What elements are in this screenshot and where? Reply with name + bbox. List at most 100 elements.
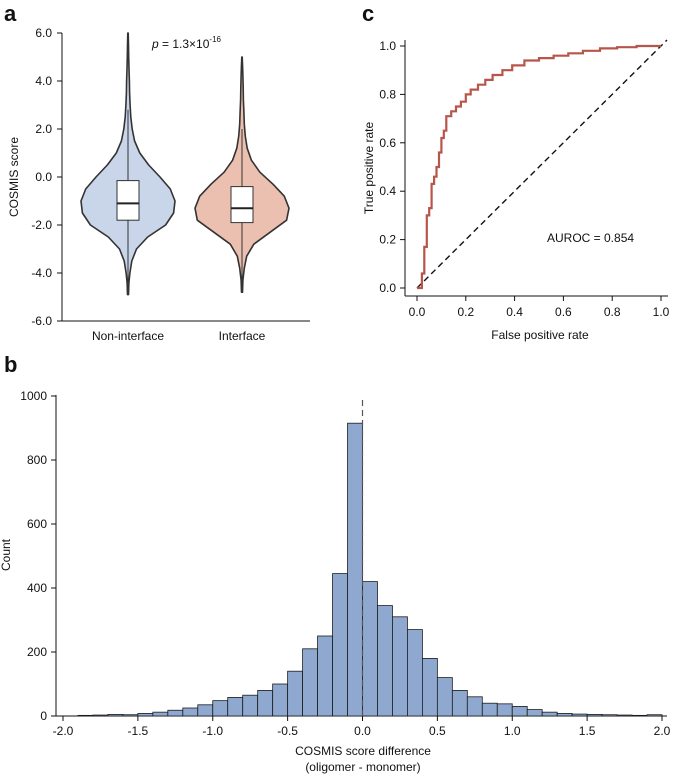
histogram-bar	[107, 714, 124, 717]
violin-y-ticks: 6.0 4.0 2.0 0.0 -2.0 -4.0 -6.0	[31, 26, 62, 328]
roc-chance-diagonal	[416, 39, 668, 289]
histogram-x-label-line2: (oligomer - monomer)	[305, 760, 420, 774]
panel-label-b: b	[4, 352, 17, 377]
roc-y-tick-label: 0.6	[379, 136, 396, 150]
histogram-bar	[287, 670, 304, 717]
histogram-x-tick-label: 0.0	[354, 724, 371, 738]
panel-label-c: c	[362, 1, 374, 26]
histogram-x-tick-label: 1.0	[504, 724, 521, 738]
roc-x-tick-label: 0.6	[555, 305, 572, 319]
histogram-bar	[197, 704, 214, 717]
violin-x-tick-interface: Interface	[219, 329, 266, 343]
histogram-bar	[646, 714, 663, 717]
histogram-bar	[421, 658, 438, 717]
histogram-x-tick-label: 1.5	[579, 724, 596, 738]
histogram-y-tick-label: 0	[40, 709, 47, 723]
histogram-bar	[302, 648, 318, 717]
violin-y-tick-label: -2.0	[31, 218, 52, 232]
histogram-y-label: Count	[0, 538, 13, 571]
histogram-bar	[616, 714, 633, 717]
histogram-bar	[137, 713, 154, 717]
violin-groups	[80, 32, 290, 296]
roc-y-tick-label: 0.2	[379, 233, 396, 247]
roc-chart-panel: c 0.0 0.0 0.2 0.2 0.4 0.4 0.6 0.6 0.8 0.8 1.0 1.0 F…	[362, 1, 670, 342]
histogram-bar	[257, 690, 274, 717]
histogram-bar	[601, 714, 618, 717]
histogram-bar	[407, 629, 423, 717]
histogram-bar	[242, 694, 259, 717]
roc-curve	[417, 44, 661, 290]
histogram-bars	[77, 400, 663, 717]
histogram-y-tick-label: 1000	[20, 389, 47, 403]
histogram-bar	[631, 714, 648, 717]
violin-box	[230, 186, 254, 224]
violin-y-tick-label: -4.0	[31, 266, 52, 280]
histogram-x-tick-label: -0.5	[277, 724, 298, 738]
histogram-bar	[466, 696, 483, 717]
histogram-x-tick-label: 2.0	[654, 724, 671, 738]
histogram-y-tick-label: 400	[27, 581, 47, 595]
histogram-x-label-line1: COSMIS score difference	[295, 744, 431, 758]
histogram-bar	[167, 709, 184, 717]
histogram-bar	[451, 690, 468, 717]
histogram-x-tick-label: -1.0	[202, 724, 223, 738]
violin-y-tick-label: 4.0	[35, 74, 52, 88]
histogram-y-tick-label: 200	[27, 645, 47, 659]
histogram-bar	[317, 635, 333, 717]
histogram-bar	[571, 713, 588, 717]
violin-y-tick-label: -6.0	[31, 314, 52, 328]
p-value-annotation: p = 1.3×10-16	[151, 35, 222, 51]
histogram-bar	[77, 714, 94, 717]
histogram-bar	[392, 616, 408, 717]
violin-y-tick-label: 0.0	[35, 170, 52, 184]
violin-chart-panel: a 6.04.02.00.0-2.0-4.0-6.0 COSMIS score …	[4, 1, 310, 343]
roc-x-tick-label: 0.8	[604, 305, 621, 319]
violin-box	[116, 180, 140, 221]
histogram-bar	[362, 581, 378, 717]
roc-x-tick-label: 0.4	[506, 305, 523, 319]
histogram-bar	[347, 422, 363, 717]
histogram-bar	[92, 714, 109, 717]
histogram-chart-panel: b -2.0 -1.5 -1.0 -0.5 0.0 0.5 1.0 1.5 2.0 0 200 400…	[0, 352, 671, 774]
histogram-x-tick-label: -2.0	[53, 724, 74, 738]
histogram-bar	[122, 714, 139, 717]
roc-y-label: True positive rate	[362, 122, 376, 215]
histogram-bar	[436, 677, 453, 717]
auroc-annotation: AUROC = 0.854	[547, 231, 634, 245]
histogram-bar	[556, 713, 573, 717]
histogram-x-tick-label: 0.5	[429, 724, 446, 738]
histogram-bar	[272, 683, 289, 717]
histogram-y-tick-label: 800	[27, 453, 47, 467]
histogram-bar	[152, 711, 169, 717]
histogram-bar	[377, 605, 393, 717]
histogram-bar	[511, 706, 528, 717]
roc-y-tick-label: 1.0	[379, 39, 396, 53]
histogram-bar	[332, 573, 348, 717]
roc-ticks: 0.0 0.0 0.2 0.2 0.4 0.4 0.6 0.6 0.8 0.8 1.0 1.0	[379, 39, 669, 319]
roc-y-tick-label: 0.8	[379, 87, 396, 101]
histogram-bar	[541, 711, 558, 717]
histogram-bar	[182, 707, 199, 717]
histogram-bar	[212, 700, 229, 717]
histogram-bar	[496, 703, 513, 717]
roc-x-tick-label: 1.0	[653, 305, 670, 319]
panel-label-a: a	[4, 1, 17, 26]
histogram-bar	[481, 702, 498, 717]
roc-x-tick-label: 0.0	[409, 305, 426, 319]
histogram-bar	[227, 697, 244, 717]
roc-x-tick-label: 0.2	[457, 305, 474, 319]
histogram-y-tick-label: 600	[27, 517, 47, 531]
roc-y-tick-label: 0.0	[379, 281, 396, 295]
violin-y-tick-label: 6.0	[35, 26, 52, 40]
violin-y-tick-label: 2.0	[35, 122, 52, 136]
histogram-x-tick-label: -1.5	[128, 724, 149, 738]
histogram-bar	[586, 714, 603, 717]
violin-y-label: COSMIS score	[7, 137, 21, 217]
roc-y-tick-label: 0.4	[379, 184, 396, 198]
histogram-ticks: -2.0 -1.5 -1.0 -0.5 0.0 0.5 1.0 1.5 2.0 0 200 400 60…	[20, 389, 670, 738]
roc-lines	[416, 39, 668, 290]
roc-x-label: False positive rate	[491, 328, 589, 342]
histogram-bar	[526, 709, 543, 717]
violin-x-tick-noninterface: Non-interface	[92, 329, 164, 343]
